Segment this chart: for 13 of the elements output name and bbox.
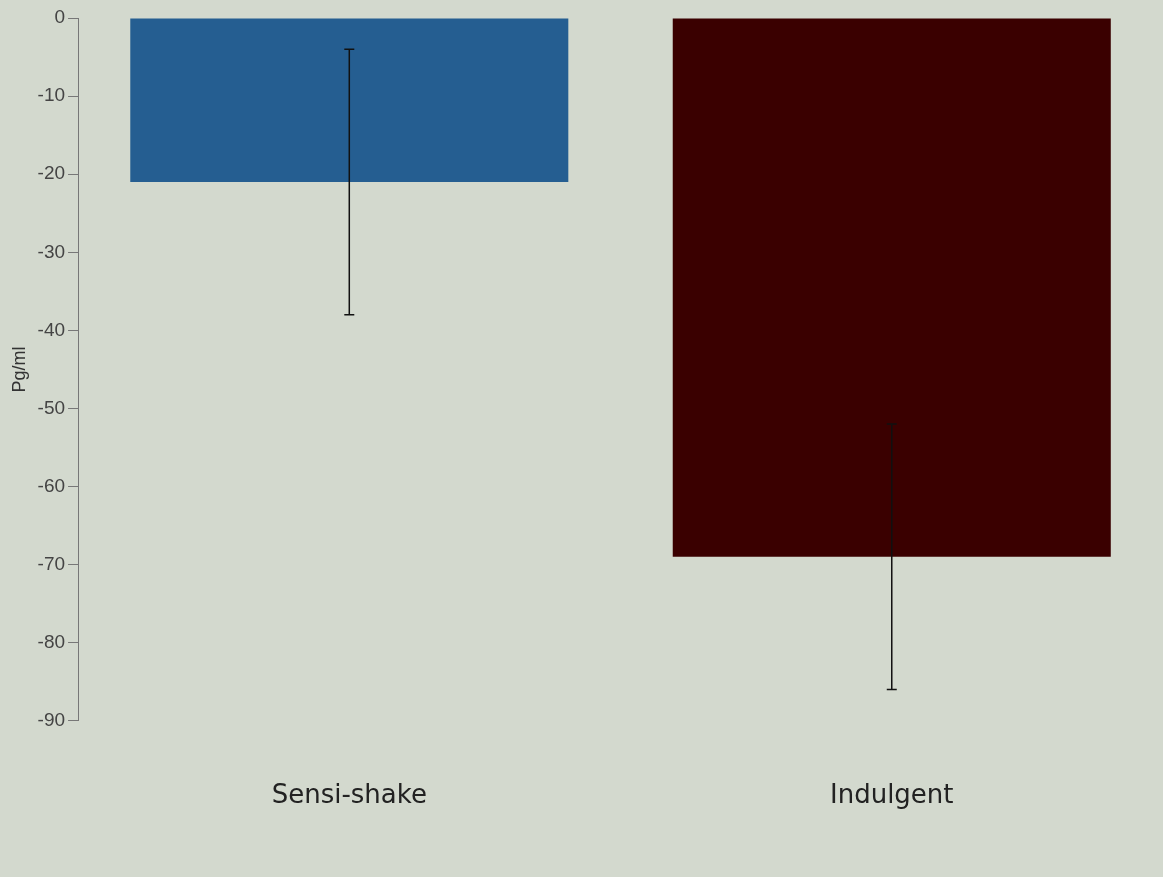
y-tick-label: -30 [37,240,66,262]
y-tick-label: -40 [37,318,66,340]
y-tick-label: -10 [37,84,66,106]
y-tick-label: 0 [54,6,66,28]
y-tick-label: -90 [37,709,66,731]
x-tick-label: Sensi-shake [271,779,427,810]
y-axis-title: Pg/ml [8,346,29,393]
y-tick-label: -60 [37,474,66,496]
x-tick-label: Indulgent [830,779,954,810]
y-tick-label: -80 [37,630,66,652]
y-tick-label: -20 [37,162,66,184]
y-tick-label: -50 [37,396,66,418]
y-tick-label: -70 [37,552,66,574]
